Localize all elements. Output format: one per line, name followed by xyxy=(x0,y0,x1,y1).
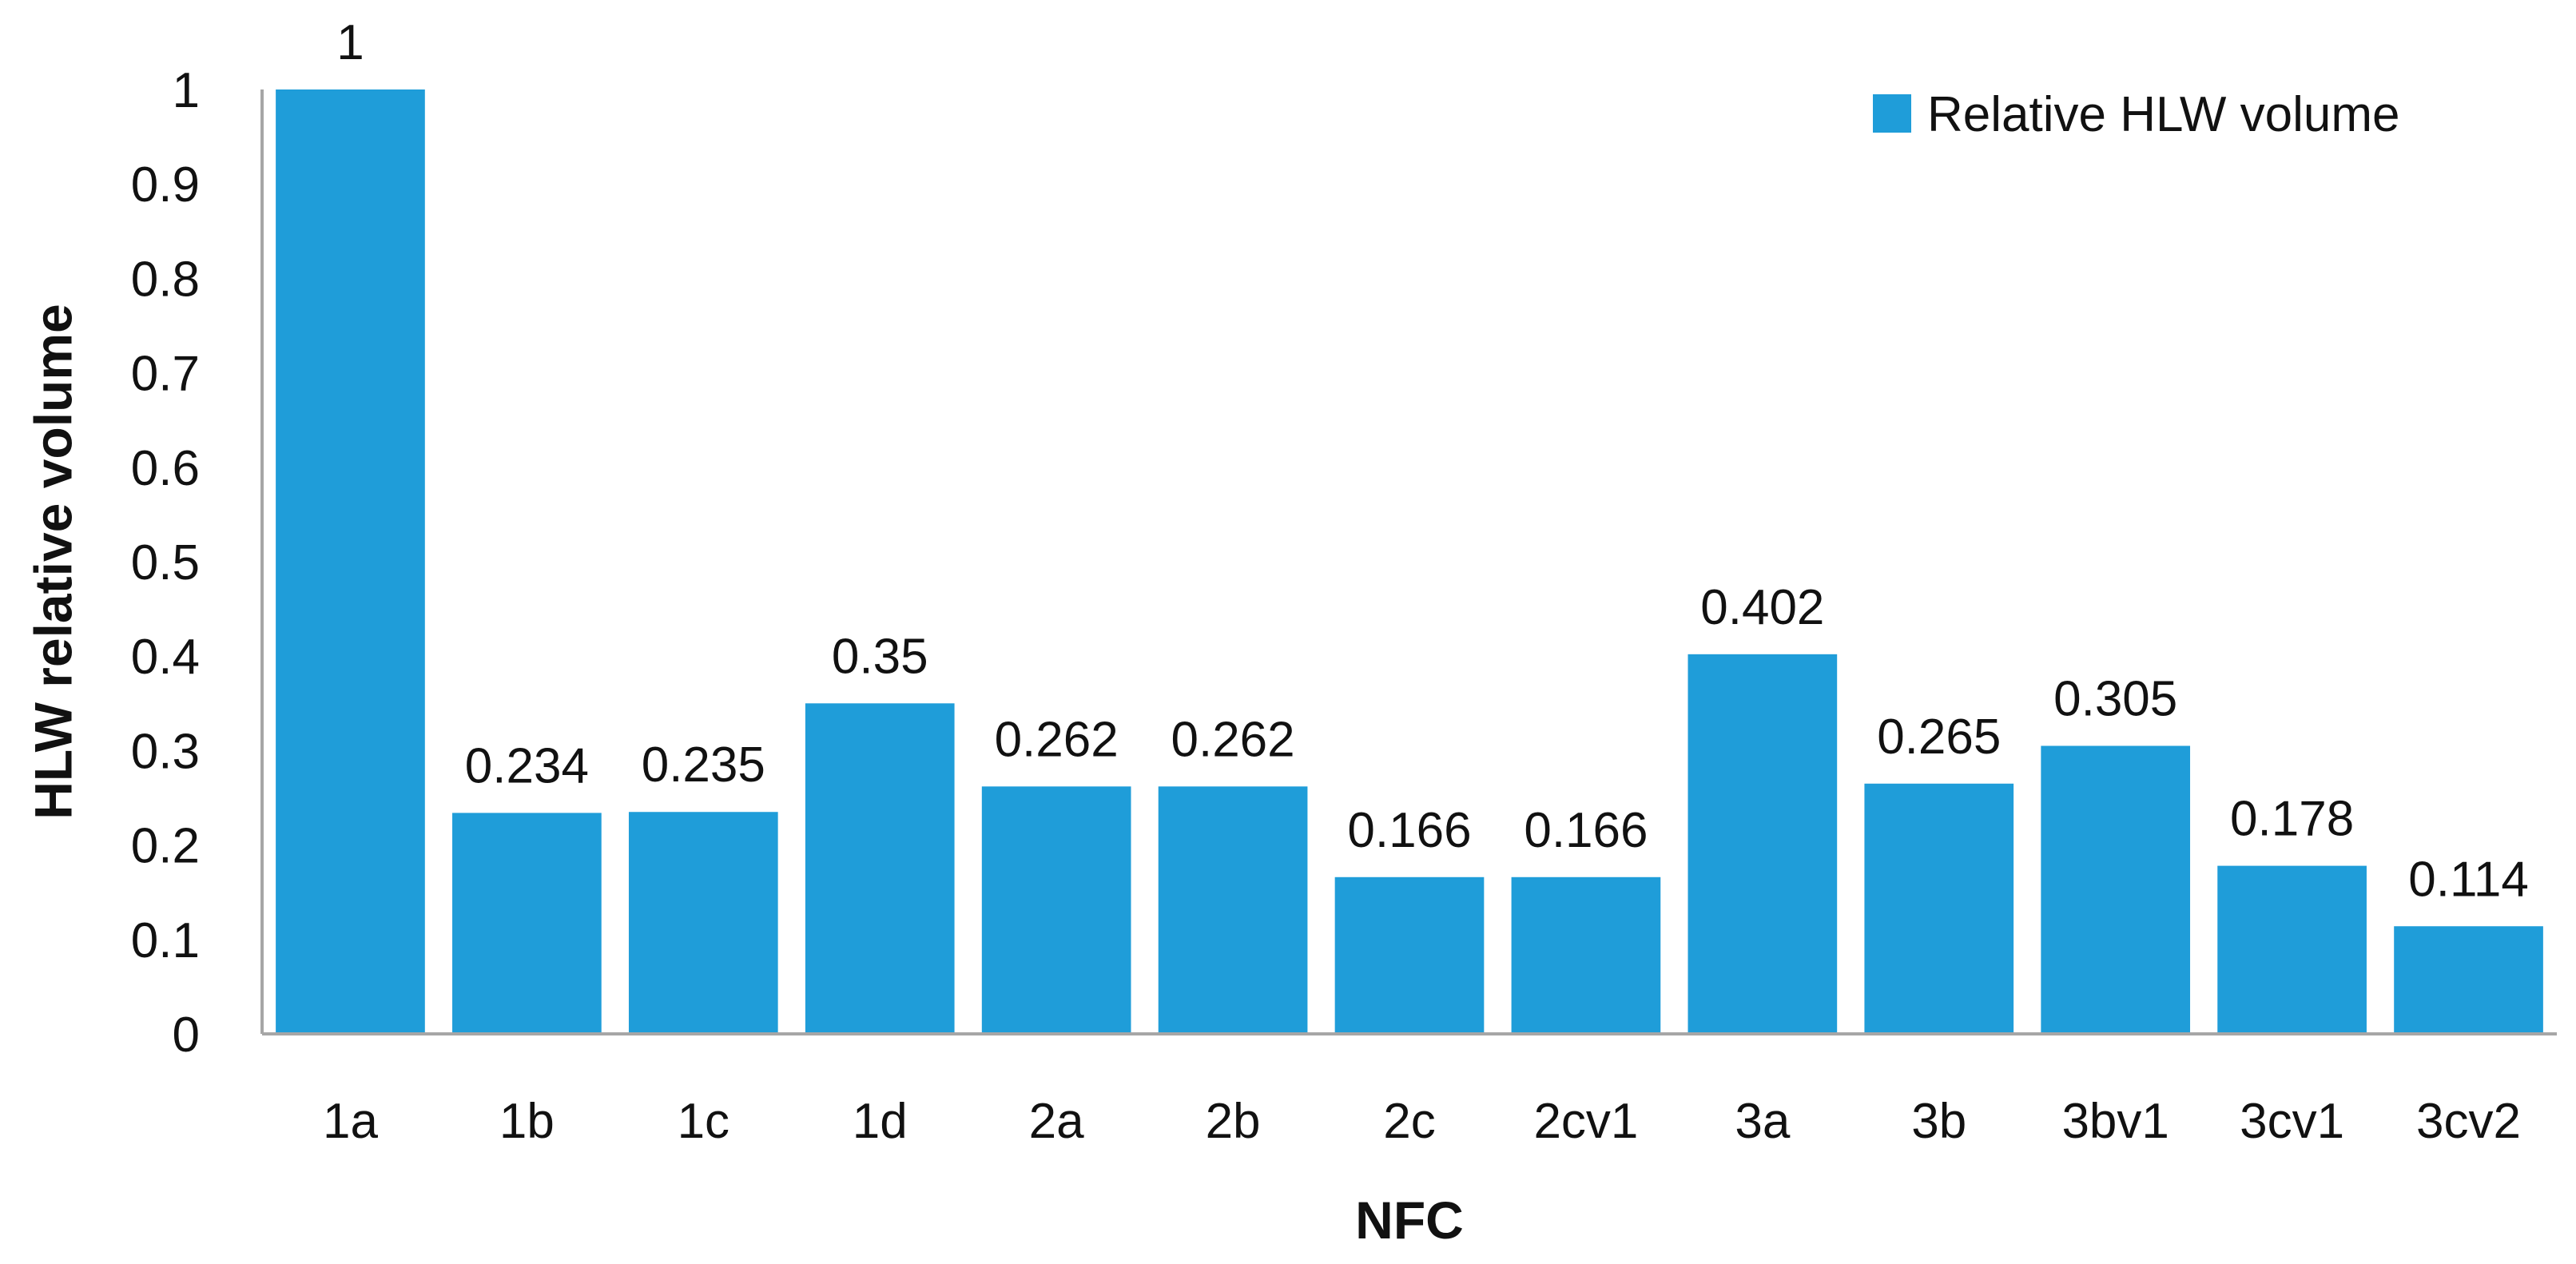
data-label: 0.402 xyxy=(1700,580,1824,635)
x-tick-label: 3bv1 xyxy=(2061,1094,2169,1149)
x-axis-tick-labels: 1a 1b 1c 1d 2a 2b 2c 2cv1 3a 3b 3bv1 3cv1 3cv2 xyxy=(323,1094,2521,1149)
data-label: 0.166 xyxy=(1347,803,1471,858)
bar xyxy=(2394,926,2543,1034)
bar xyxy=(1511,876,1661,1034)
y-tick-label: 1 xyxy=(173,63,200,118)
bar xyxy=(805,703,955,1034)
data-label: 0.234 xyxy=(465,738,589,793)
y-tick-label: 0.7 xyxy=(131,347,200,402)
bar xyxy=(628,812,778,1034)
y-tick-label: 0.6 xyxy=(131,441,200,496)
x-tick-label: 3cv2 xyxy=(2416,1094,2521,1149)
x-tick-label: 1b xyxy=(499,1094,555,1149)
bars xyxy=(276,89,2543,1034)
data-label: 0.305 xyxy=(2053,671,2177,726)
data-label: 0.265 xyxy=(1877,710,2001,765)
bar xyxy=(1158,786,1308,1034)
data-label: 0.262 xyxy=(1171,712,1294,767)
data-label: 0.114 xyxy=(2408,852,2529,907)
bar xyxy=(276,89,425,1034)
legend-swatch xyxy=(1873,94,1911,133)
x-tick-label: 1a xyxy=(323,1094,378,1149)
x-tick-label: 2a xyxy=(1029,1094,1084,1149)
y-tick-label: 0.3 xyxy=(131,724,200,779)
data-labels: 1 0.234 0.235 0.35 0.262 0.262 0.166 0.166 0.402… xyxy=(336,15,2529,907)
data-label: 0.178 xyxy=(2230,792,2354,847)
bar xyxy=(2041,745,2191,1034)
data-label: 0.35 xyxy=(832,629,928,684)
y-tick-label: 0.8 xyxy=(131,252,200,307)
bar xyxy=(1864,783,2014,1034)
x-axis-title: NFC xyxy=(1355,1190,1464,1250)
y-tick-label: 0.9 xyxy=(131,157,200,213)
bar xyxy=(981,786,1131,1034)
y-tick-label: 0.2 xyxy=(131,819,200,874)
x-tick-label: 3b xyxy=(1911,1094,1966,1149)
x-tick-label: 3cv1 xyxy=(2240,1094,2344,1149)
data-label: 0.262 xyxy=(995,712,1119,767)
bar xyxy=(2217,865,2367,1034)
bar xyxy=(1334,876,1485,1034)
x-tick-label: 2c xyxy=(1383,1094,1435,1149)
data-label: 1 xyxy=(336,15,364,70)
y-axis-tick-labels: 0 0.1 0.2 0.3 0.4 0.5 0.6 0.7 0.8 0.9 1 xyxy=(131,63,200,1063)
y-tick-label: 0 xyxy=(173,1008,200,1063)
x-tick-label: 1d xyxy=(853,1094,908,1149)
y-tick-label: 0.4 xyxy=(131,630,200,685)
legend-label: Relative HLW volume xyxy=(1927,87,2399,142)
y-tick-label: 0.1 xyxy=(131,913,200,968)
x-tick-label: 2cv1 xyxy=(1533,1094,1638,1149)
x-tick-label: 3a xyxy=(1735,1094,1790,1149)
data-label: 0.235 xyxy=(642,737,765,793)
y-tick-label: 0.5 xyxy=(131,535,200,590)
x-tick-label: 2b xyxy=(1206,1094,1261,1149)
x-tick-label: 1c xyxy=(678,1094,729,1149)
bar xyxy=(452,813,602,1034)
bar xyxy=(1688,654,1838,1034)
data-label: 0.166 xyxy=(1524,803,1648,858)
y-axis-title: HLW relative volume xyxy=(23,304,82,820)
legend: Relative HLW volume xyxy=(1873,87,2399,142)
